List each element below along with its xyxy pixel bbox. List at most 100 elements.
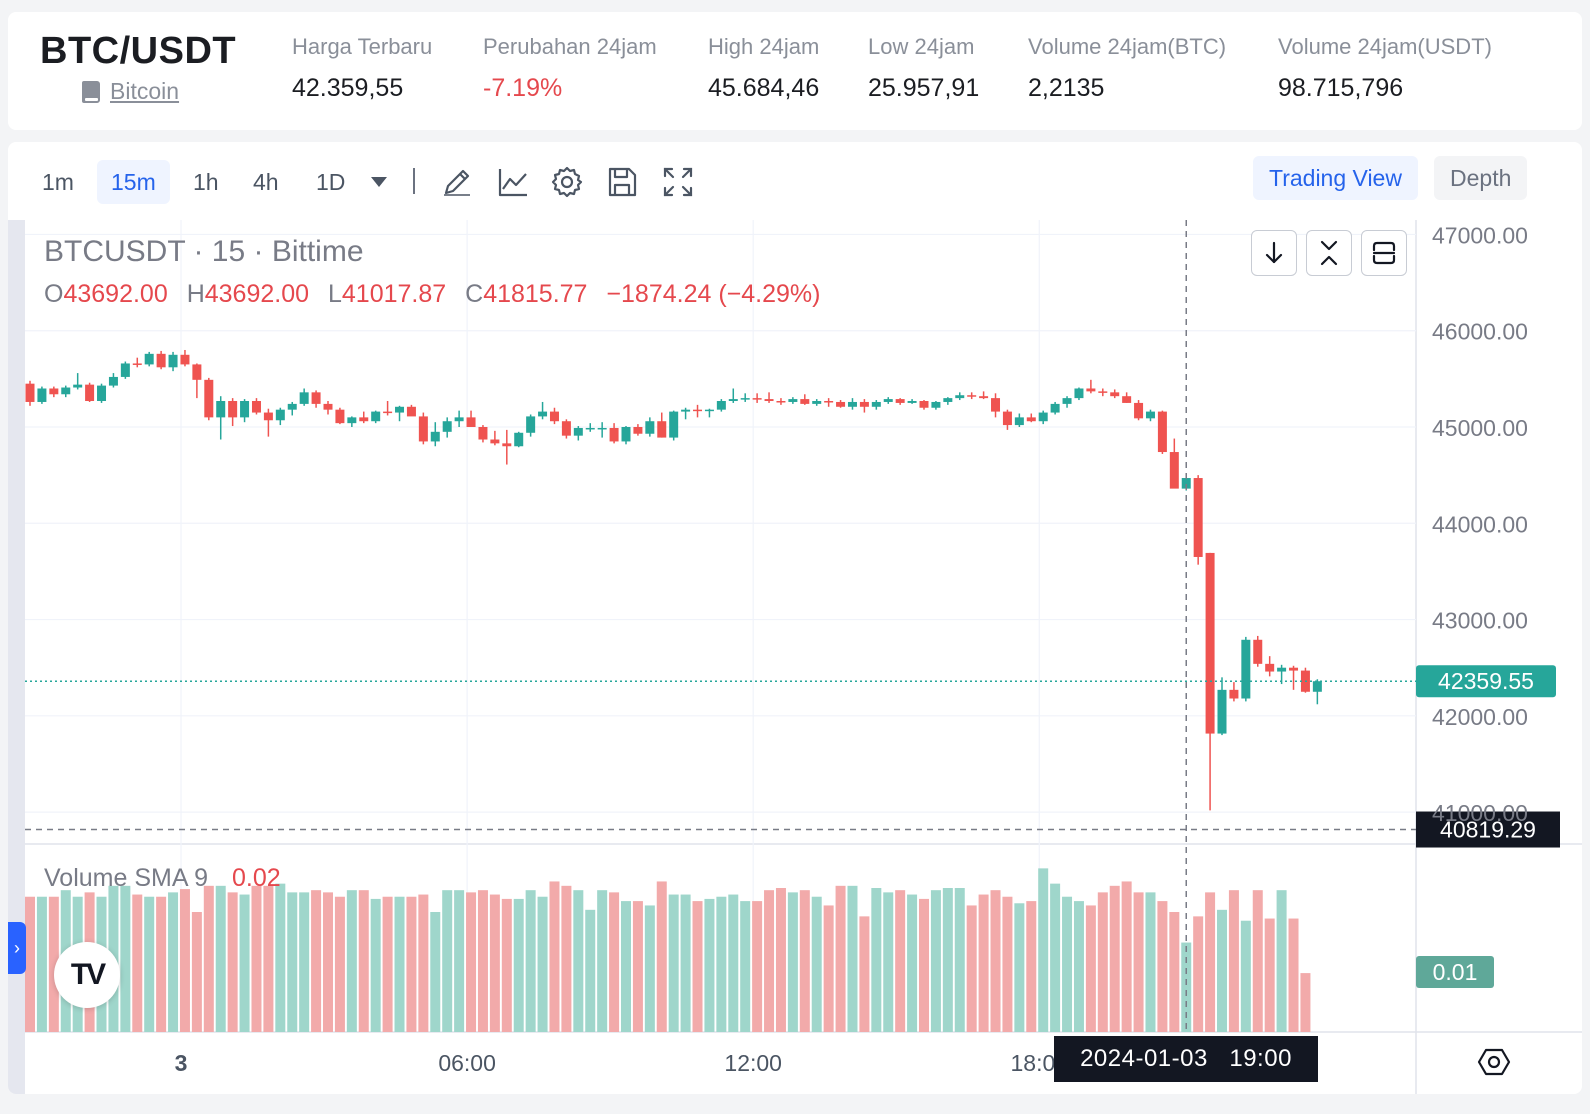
candle [335, 407, 345, 425]
candle [287, 401, 297, 416]
volume-bar [740, 901, 751, 1032]
volume-bar [191, 912, 202, 1032]
candle [1289, 665, 1299, 690]
trading-view-tab[interactable]: Trading View [1253, 156, 1418, 200]
candle [180, 349, 190, 367]
volume-bar [215, 885, 226, 1032]
timeframe-1d[interactable]: 1D [316, 169, 346, 195]
volume-bar [632, 901, 643, 1032]
candle [1098, 388, 1108, 397]
volume-bar [847, 885, 858, 1032]
volume-bar [561, 885, 572, 1032]
collapse-button[interactable] [1306, 230, 1352, 276]
candle [693, 404, 703, 418]
volume-bar [501, 898, 512, 1032]
volume-bar [823, 905, 834, 1032]
candle-body [561, 421, 571, 436]
candle [514, 431, 524, 448]
volume-bar [179, 889, 190, 1032]
candle [132, 357, 142, 368]
left-side-strip [8, 220, 25, 1094]
candle-body [108, 376, 118, 386]
crosshair-price-badge [1416, 811, 1560, 848]
stat-last-price: Harga Terbaru 42.359,55 [292, 34, 432, 103]
candle [871, 400, 881, 410]
candle-body [168, 354, 178, 368]
candle [299, 388, 309, 406]
tradingview-logo[interactable]: TV [54, 942, 120, 1008]
volume-bar [764, 890, 775, 1032]
chart-toolbar: 1m 15m 1h 4h 1D [8, 142, 1582, 222]
timeframe-15m[interactable]: 15m [97, 160, 170, 204]
stat-low-24h: Low 24jam 25.957,91 [868, 34, 979, 103]
candle [1265, 656, 1275, 677]
candle-body [478, 427, 488, 440]
chart-settings-icon[interactable] [1474, 1042, 1514, 1082]
candle-body [728, 399, 738, 402]
candle-body [1002, 411, 1012, 426]
side-panel-toggle[interactable]: › [8, 922, 26, 974]
candle-body [347, 417, 357, 424]
candle-body [1026, 417, 1036, 422]
volume-bar [883, 892, 894, 1032]
volume-bar [609, 892, 620, 1032]
candle-body [49, 388, 59, 395]
candle-body [883, 399, 893, 402]
save-icon[interactable] [604, 164, 640, 200]
volume-bar [549, 881, 560, 1032]
volume-bar [48, 896, 59, 1032]
volume-bar [692, 901, 703, 1032]
candle [85, 382, 95, 402]
volume-bar [919, 898, 929, 1032]
volume-bar [1014, 903, 1025, 1032]
candle-body [859, 401, 869, 407]
depth-tab[interactable]: Depth [1434, 156, 1528, 200]
candle [1193, 475, 1203, 565]
price-tick-label: 43000.00 [1432, 608, 1528, 634]
scroll-to-latest-button[interactable] [1251, 230, 1297, 276]
screenshot-button[interactable] [1361, 230, 1407, 276]
candle [228, 398, 238, 427]
coin-info-link[interactable]: Bitcoin [82, 78, 179, 105]
indicator-chart-icon[interactable] [495, 164, 531, 200]
candle [37, 386, 47, 404]
ohlc-legend: O43692.00 H43692.00 L41017.87 C41815.77 … [44, 280, 820, 309]
candlestick-chart[interactable]: 42359.55 40819.29 0.01 47000.00 46000.00 450… [8, 220, 1582, 1094]
candle-body [1229, 689, 1239, 699]
candle [1038, 410, 1048, 425]
timeframe-dropdown-icon[interactable] [371, 177, 387, 187]
volume-bar [251, 885, 262, 1032]
candle [1122, 392, 1132, 403]
timeframe-4h[interactable]: 4h [253, 169, 279, 195]
stat-value: 42.359,55 [292, 74, 404, 102]
candle [549, 407, 559, 425]
candle-body [955, 395, 965, 399]
candle-body [323, 403, 333, 410]
candle-body [716, 401, 726, 410]
volume-bar [334, 896, 345, 1032]
volume-legend-label: Volume SMA 9 [44, 864, 208, 892]
volume-bar [1050, 883, 1061, 1032]
volume-bar [156, 896, 167, 1032]
candle-body [502, 443, 512, 447]
candle-body [1193, 478, 1203, 557]
candle [1312, 679, 1322, 705]
stat-value: 25.957,91 [868, 74, 980, 102]
crosshair-time: 19:00 [1229, 1045, 1292, 1072]
volume-bar [406, 896, 417, 1032]
timeframe-1m[interactable]: 1m [42, 169, 74, 195]
fullscreen-icon[interactable] [660, 164, 696, 200]
candle-body [979, 396, 989, 399]
pencil-icon[interactable] [439, 164, 475, 200]
candle [347, 416, 357, 427]
candle [359, 411, 369, 424]
stat-label: High 24jam [708, 34, 820, 59]
timeframe-1h[interactable]: 1h [193, 169, 219, 195]
candle [216, 396, 226, 440]
volume-bar [358, 890, 369, 1032]
chart-legend-title: BTCUSDT · 15 · Bittime [44, 235, 364, 268]
candle-body [693, 409, 703, 412]
candle-body [204, 379, 214, 418]
gear-icon[interactable] [549, 164, 585, 200]
candle-body [1086, 388, 1096, 392]
